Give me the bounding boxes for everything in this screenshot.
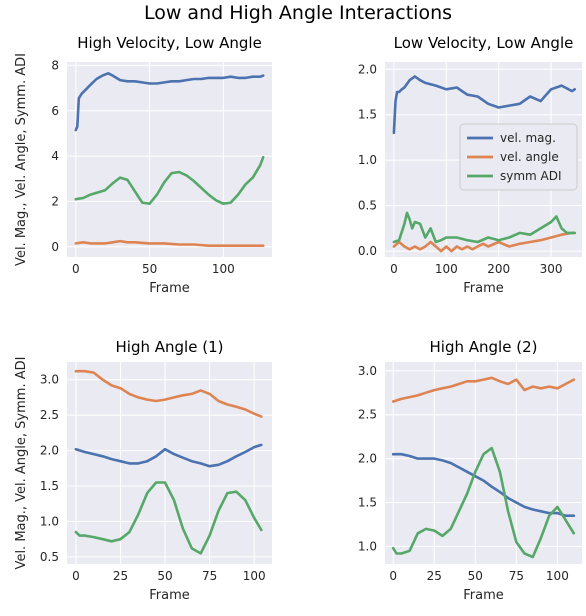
y-tick-label: 3.0 (40, 373, 59, 387)
y-tick-label: 0.5 (358, 199, 377, 213)
y-tick-label: 8 (51, 58, 59, 72)
subplot-2: 0 100 200 300 0.0 0.5 1.0 1.5 2.0 Low Velocity, L… (358, 34, 582, 296)
series-line-3 (74, 155, 265, 205)
subplot-3: 0 25 50 75 100 0.5 1.0 1.5 2.0 2.5 3.0 High Angle (… (14, 338, 272, 603)
subplot-title: High Angle (1) (116, 338, 224, 356)
x-tick-label: 100 (243, 569, 266, 583)
x-tick-label: 25 (427, 569, 442, 583)
figure-title: Low and High Angle Interactions (144, 2, 452, 24)
x-axis-label: Frame (149, 588, 190, 603)
x-axis-label: Frame (463, 588, 504, 603)
x-tick-label: 0 (72, 262, 80, 276)
x-tick-label: 100 (212, 262, 235, 276)
plot-area (385, 362, 582, 564)
series-line-1 (74, 443, 263, 468)
y-axis-label: Vel. Mag., Vel. Angle, Symm. ADI (14, 53, 29, 266)
y-tick-label: 0.0 (358, 244, 377, 258)
subplot-title: High Velocity, Low Angle (77, 34, 262, 52)
y-tick-label: 2.5 (40, 408, 59, 422)
legend-entry: symm ADI (500, 169, 562, 183)
series-line-2 (74, 239, 265, 247)
y-tick-label: 2 (51, 194, 59, 208)
legend-box (459, 123, 578, 191)
series-line-3 (391, 446, 576, 559)
y-tick-label: 2.0 (358, 452, 377, 466)
series-line-2 (392, 231, 577, 253)
x-tick-label: 0 (72, 569, 80, 583)
plot-area (67, 62, 272, 257)
x-axis-label: Frame (463, 281, 504, 296)
y-tick-label: 3.0 (358, 364, 377, 378)
y-tick-label: 1.5 (40, 479, 59, 493)
y-tick-label: 1.0 (40, 514, 59, 528)
y-tick-label: 1.0 (358, 539, 377, 553)
x-tick-label: 50 (157, 569, 172, 583)
x-tick-label: 300 (540, 262, 563, 276)
x-tick-label: 100 (435, 262, 458, 276)
panels: 0 50 100 0 2 4 6 8 High Velocity, Low Angle Frame… (14, 34, 582, 603)
x-axis-label: Frame (149, 281, 190, 296)
series-line-2 (74, 369, 263, 418)
x-tick-label: 75 (509, 569, 524, 583)
legend-entry: vel. angle (500, 150, 559, 164)
y-tick-label: 6 (51, 104, 59, 118)
x-tick-label: 75 (202, 569, 217, 583)
y-tick-label: 2.5 (358, 408, 377, 422)
x-tick-label: 50 (468, 569, 483, 583)
y-tick-label: 2.0 (40, 444, 59, 458)
y-tick-label: 0 (51, 240, 59, 254)
subplot-4: 0 25 50 75 100 1.0 1.5 2.0 2.5 3.0 High Angle (2) F… (358, 338, 582, 603)
series-line-1 (391, 452, 576, 518)
plot-area (67, 362, 272, 564)
series-line-3 (74, 481, 263, 555)
x-tick-label: 0 (389, 569, 397, 583)
series-line-1 (74, 72, 265, 132)
subplot-title: High Angle (2) (430, 338, 538, 356)
series-line-1 (392, 75, 577, 135)
subplot-title: Low Velocity, Low Angle (394, 34, 574, 52)
y-tick-label: 1.0 (358, 153, 377, 167)
legend: vel. mag. vel. angle symm ADI (459, 123, 578, 191)
x-tick-label: 25 (113, 569, 128, 583)
series-line-3 (392, 211, 577, 244)
y-axis-label: Vel. Mag., Vel. Angle, Symm. ADI (14, 357, 29, 570)
x-tick-label: 200 (487, 262, 510, 276)
subplot-1: 0 50 100 0 2 4 6 8 High Velocity, Low Angle Frame… (14, 34, 272, 296)
x-tick-label: 0 (390, 262, 398, 276)
series-line-2 (391, 376, 576, 403)
x-tick-label: 50 (142, 262, 157, 276)
y-tick-label: 4 (51, 149, 59, 163)
y-tick-label: 1.5 (358, 108, 377, 122)
y-tick-label: 0.5 (40, 550, 59, 564)
y-tick-label: 2.0 (358, 62, 377, 76)
x-tick-label: 100 (546, 569, 569, 583)
y-tick-label: 1.5 (358, 496, 377, 510)
legend-entry: vel. mag. (500, 131, 556, 145)
